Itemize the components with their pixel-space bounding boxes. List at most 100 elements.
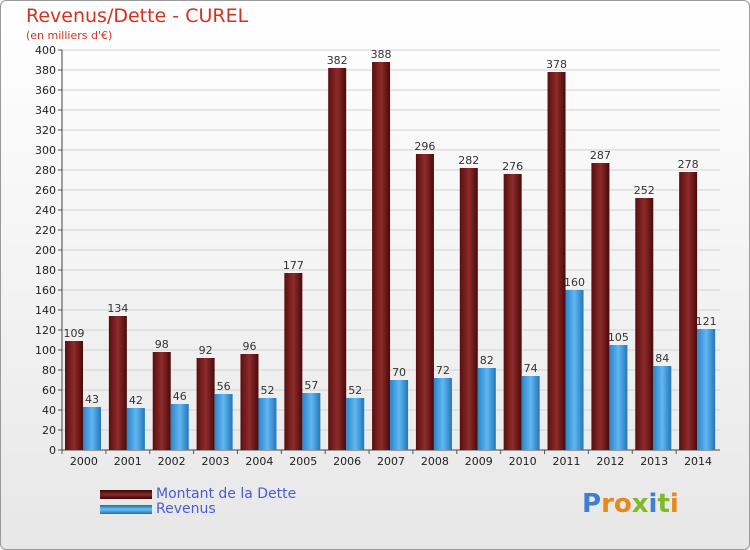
bar-revenue: [126, 408, 145, 450]
y-tick-label: 380: [35, 64, 56, 77]
bar-debt: [372, 62, 391, 450]
data-label-debt: 388: [371, 48, 392, 61]
bar-debt: [679, 172, 698, 450]
bar-revenue: [346, 398, 365, 450]
chart-subtitle: (en milliers d'€): [26, 29, 113, 42]
x-tick-label: 2013: [640, 455, 668, 468]
y-tick-label: 300: [35, 144, 56, 157]
data-label-revenue: 82: [480, 354, 494, 367]
bar-revenue: [565, 290, 584, 450]
y-tick-label: 180: [35, 264, 56, 277]
data-label-revenue: 84: [655, 352, 669, 365]
x-tick-label: 2009: [465, 455, 493, 468]
bar-revenue: [390, 380, 409, 450]
bar-debt: [459, 168, 478, 450]
bar-revenue: [170, 404, 189, 450]
data-label-debt: 276: [502, 160, 523, 173]
data-label-debt: 134: [107, 302, 128, 315]
x-tick-label: 2007: [377, 455, 405, 468]
y-tick-label: 80: [42, 364, 56, 377]
x-tick-label: 2010: [509, 455, 537, 468]
bar-revenue: [302, 393, 321, 450]
y-tick-label: 360: [35, 84, 56, 97]
y-tick-label: 200: [35, 244, 56, 257]
data-label-revenue: 43: [85, 393, 99, 406]
data-label-revenue: 105: [608, 331, 629, 344]
bar-revenue: [83, 407, 101, 450]
bar-revenue: [258, 398, 277, 450]
x-tick-label: 2002: [158, 455, 186, 468]
data-label-revenue: 160: [564, 276, 585, 289]
y-tick-label: 100: [35, 344, 56, 357]
y-tick-label: 260: [35, 184, 56, 197]
x-tick-label: 2014: [684, 455, 712, 468]
data-label-debt: 382: [327, 54, 348, 67]
y-tick-label: 60: [42, 384, 56, 397]
data-label-debt: 252: [634, 184, 655, 197]
bar-debt: [240, 354, 259, 450]
x-tick-label: 2012: [596, 455, 624, 468]
data-label-debt: 278: [678, 158, 699, 171]
bar-revenue: [653, 366, 672, 450]
brand-letter: x: [631, 489, 649, 519]
data-label-debt: 378: [546, 58, 567, 71]
bar-revenue: [697, 329, 716, 450]
x-tick-label: 2001: [114, 455, 142, 468]
brand-letter: P: [582, 489, 602, 519]
data-label-debt: 96: [242, 340, 256, 353]
y-tick-label: 40: [42, 404, 56, 417]
bar-revenue: [521, 376, 540, 450]
bar-debt: [415, 154, 434, 450]
legend-label-revenue: Revenus: [156, 501, 216, 517]
y-tick-label: 0: [49, 444, 56, 457]
y-tick-label: 320: [35, 124, 56, 137]
data-label-debt: 92: [199, 344, 213, 357]
y-tick-label: 120: [35, 324, 56, 337]
legend-label-debt: Montant de la Dette: [156, 486, 297, 502]
x-tick-label: 2003: [202, 455, 230, 468]
x-tick-label: 2006: [333, 455, 361, 468]
data-label-revenue: 46: [173, 390, 187, 403]
brand-letter: r: [601, 489, 614, 519]
data-label-revenue: 121: [696, 315, 717, 328]
x-tick-label: 2008: [421, 455, 449, 468]
chart-title: Revenus/Dette - CUREL: [26, 5, 249, 27]
data-label-revenue: 74: [524, 362, 538, 375]
x-tick-label: 2011: [552, 455, 580, 468]
data-label-revenue: 52: [348, 384, 362, 397]
y-tick-label: 20: [42, 424, 56, 437]
y-tick-label: 140: [35, 304, 56, 317]
bar-debt: [503, 174, 522, 450]
y-tick-label: 280: [35, 164, 56, 177]
data-label-debt: 98: [155, 338, 169, 351]
bar-debt: [196, 358, 215, 450]
bar-revenue: [609, 345, 628, 450]
x-tick-label: 2004: [245, 455, 273, 468]
bar-revenue: [477, 368, 496, 450]
brand-letter: i: [669, 489, 679, 519]
legend-item-debt: Montant de la Dette: [100, 486, 297, 502]
bar-debt: [547, 72, 566, 450]
brand-letter: t: [657, 489, 670, 519]
y-tick-label: 220: [35, 224, 56, 237]
bar-debt: [108, 316, 127, 450]
y-tick-label: 400: [35, 44, 56, 57]
bar-debt: [65, 341, 83, 450]
data-label-revenue: 72: [436, 364, 450, 377]
data-label-revenue: 57: [304, 379, 318, 392]
brand-letter: i: [648, 489, 658, 519]
data-label-revenue: 70: [392, 366, 406, 379]
legend-swatch-revenue: [100, 504, 152, 514]
bar-debt: [152, 352, 171, 450]
data-label-debt: 109: [64, 327, 85, 340]
data-label-revenue: 42: [129, 394, 143, 407]
y-tick-label: 160: [35, 284, 56, 297]
data-label-debt: 287: [590, 149, 611, 162]
brand-logo: Proxiti: [582, 489, 679, 519]
x-tick-label: 2000: [70, 455, 98, 468]
brand-letter: o: [613, 489, 632, 519]
data-label-debt: 177: [283, 259, 304, 272]
bar-debt: [591, 163, 610, 450]
bar-debt: [284, 273, 303, 450]
